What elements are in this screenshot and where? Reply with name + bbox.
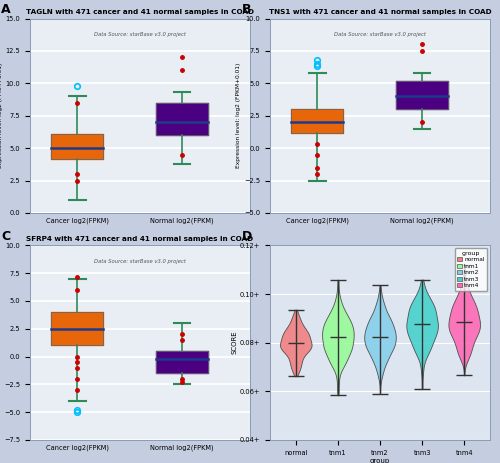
Legend: Box plot, Gene expressions: Box plot, Gene expressions xyxy=(125,254,221,265)
Y-axis label: SCORE: SCORE xyxy=(231,331,237,355)
Legend: Box plot, Gene expressions: Box plot, Gene expressions xyxy=(365,254,461,265)
Text: p<0.0001: p<0.0001 xyxy=(30,256,83,266)
Title: TAGLN with 471 cancer and 41 normal samples in COAD: TAGLN with 471 cancer and 41 normal samp… xyxy=(26,9,254,15)
Text: Data Source: starBase v3.0 project: Data Source: starBase v3.0 project xyxy=(94,32,186,37)
Text: D: D xyxy=(242,230,252,243)
Title: SFRP4 with 471 cancer and 41 normal samples in COAD: SFRP4 with 471 cancer and 41 normal samp… xyxy=(26,236,254,242)
Y-axis label: Expression level: log2 (FPKM+0.01): Expression level: log2 (FPKM+0.01) xyxy=(0,290,2,395)
Text: A: A xyxy=(2,3,11,16)
Y-axis label: Expression level: log2 (FPKM+0.01): Expression level: log2 (FPKM+0.01) xyxy=(236,63,242,169)
Y-axis label: Expression level: log2 (FPKM+0.01): Expression level: log2 (FPKM+0.01) xyxy=(0,63,3,169)
Text: B: B xyxy=(242,3,251,16)
Text: C: C xyxy=(2,230,11,243)
Text: Data Source: starBase v3.0 project: Data Source: starBase v3.0 project xyxy=(94,259,186,264)
Title: TNS1 with 471 cancer and 41 normal samples in COAD: TNS1 with 471 cancer and 41 normal sampl… xyxy=(268,9,492,15)
Text: Data Source: starBase v3.0 project: Data Source: starBase v3.0 project xyxy=(334,32,426,37)
Text: p<0.0001: p<0.0001 xyxy=(270,256,323,266)
Legend: normal, tnm1, tnm2, tnm3, tnm4: normal, tnm1, tnm2, tnm3, tnm4 xyxy=(455,248,487,291)
X-axis label: group: group xyxy=(370,458,390,463)
